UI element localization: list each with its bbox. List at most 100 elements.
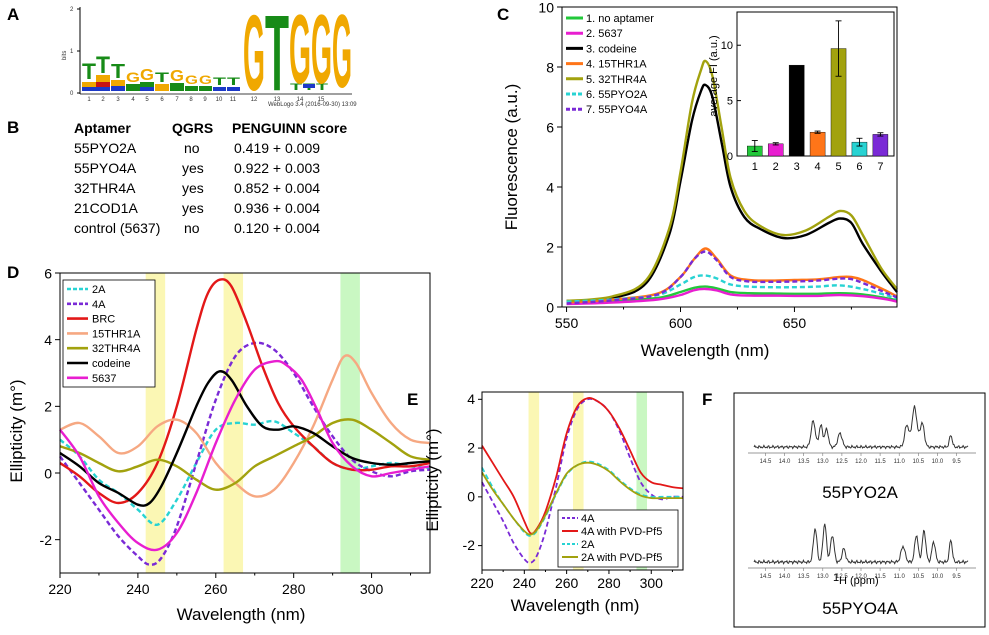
table-header-aptamer: Aptamer xyxy=(74,120,131,136)
table-cell-score: 0.922 + 0.003 xyxy=(234,160,320,176)
logo-letter-g-big: G xyxy=(311,0,332,104)
inset-y-tick-label: 0 xyxy=(727,151,733,163)
logo-position-number: 11 xyxy=(230,97,237,103)
legend-label-4a: 4A xyxy=(92,299,106,311)
logo-ylabel: bits xyxy=(62,51,68,60)
x-tick-label: 240 xyxy=(126,581,150,597)
table-header-qgrs: QGRS xyxy=(172,120,213,136)
nmr-trace xyxy=(753,523,969,565)
nmr-tick-label: 12.5 xyxy=(836,459,848,465)
cd-spectra-chart: 220 240 260 280 300 -2 0 2 4 6 Ellipticity (m°) W… xyxy=(7,265,431,624)
inset-x-tick-label: 7 xyxy=(877,161,883,173)
x-tick-label: 300 xyxy=(640,575,664,591)
logo-footer: WebLogo 3.4 (2016-09-30) 13:09 xyxy=(268,102,357,108)
logo-stack-t xyxy=(140,82,154,87)
inset-y-tick-label: 10 xyxy=(721,40,733,52)
table-cell-score: 0.852 + 0.004 xyxy=(234,180,320,196)
pvd-series-group xyxy=(481,397,684,564)
cd-axes: 220 240 260 280 300 -2 0 2 4 6 xyxy=(40,265,412,597)
nmr-tick-label: 14.0 xyxy=(779,459,791,465)
pvd-axes: 220 240 260 280 300 -2 0 2 4 xyxy=(463,391,673,591)
penguinn-table: Aptamer QGRS PENGUINN score 55PYO2A no 0… xyxy=(74,120,347,236)
x-tick-label: 220 xyxy=(48,581,72,597)
series-line-3-codeine xyxy=(566,83,898,303)
inset-ylabel: average FI (a.u.) xyxy=(708,35,720,116)
inset-x-tick-label: 2 xyxy=(773,161,779,173)
inset-bar-3 xyxy=(788,64,805,157)
fluorescence-plot-frame xyxy=(561,6,898,308)
x-tick-label: 280 xyxy=(597,575,621,591)
logo-letter-g-big: G xyxy=(243,0,265,113)
x-tick-label: 280 xyxy=(282,581,306,597)
highlight-band-yellow xyxy=(572,392,584,570)
table-cell-score: 0.419 + 0.009 xyxy=(234,140,320,156)
logo-stack-c xyxy=(213,87,226,91)
logo-position-number: 14 xyxy=(297,97,304,103)
logo-position-number: 15 xyxy=(318,97,325,103)
fluorescence-xlabel: Wavelength (nm) xyxy=(641,341,770,360)
y-tick-label: 0 xyxy=(44,465,52,481)
nmr-tick-label: 10.0 xyxy=(932,459,944,465)
nmr-tick-label: 11.0 xyxy=(894,574,906,580)
legend-label-2a: 2A xyxy=(92,284,106,296)
logo-position-number: 4 xyxy=(131,97,135,103)
nmr-frame xyxy=(733,392,986,628)
table-cell-score: 0.120 + 0.004 xyxy=(234,220,320,236)
y-tick-label: 10 xyxy=(538,0,554,15)
logo-letter-t: T xyxy=(290,82,303,92)
fluorescence-series-group xyxy=(566,59,898,306)
fluorescence-ylabel: Fluorescence (a.u.) xyxy=(502,84,521,230)
series-line-32thr4a xyxy=(59,418,431,491)
nmr-tick-label: 12.5 xyxy=(836,574,848,580)
nmr-spectrum-55pyo2a: 14.5 14.0 13.5 13.0 12.5 12.0 11.5 11.0 10.5 10.0… xyxy=(748,405,976,465)
logo-letter-g: G xyxy=(140,67,154,84)
series-line-1-no-aptamer xyxy=(566,285,898,305)
table-cell-score: 0.936 + 0.004 xyxy=(234,200,320,216)
inset-x-tick-label: 5 xyxy=(835,161,841,173)
logo-position-number: 10 xyxy=(216,97,223,103)
nmr-tick-label: 13.5 xyxy=(798,459,810,465)
nmr-tick-label: 9.5 xyxy=(952,459,961,465)
legend-label-2a: 2A xyxy=(581,539,595,551)
logo-position-number: 9 xyxy=(203,97,207,103)
y-tick-label: 4 xyxy=(467,391,475,407)
logo-stack-g xyxy=(111,80,125,86)
series-line-7-55pyo4a xyxy=(566,250,898,305)
table-cell-qgrs: yes xyxy=(182,160,204,176)
logo-ytick: 1 xyxy=(70,49,74,55)
y-tick-label: 2 xyxy=(44,399,52,415)
table-cell-qgrs: yes xyxy=(182,180,204,196)
highlight-band-green xyxy=(340,273,360,573)
nmr-tick-label: 9.5 xyxy=(952,574,961,580)
table-cell-qgrs: no xyxy=(184,220,200,236)
nmr-trace xyxy=(753,405,969,450)
y-tick-label: -2 xyxy=(463,537,476,553)
legend-label-2a-with-pvd-pf5: 2A with PVD-Pf5 xyxy=(581,552,662,564)
series-line-4a-with-pvd-pf5 xyxy=(481,397,684,535)
nmr-label-55pyo2a: 55PYO2A xyxy=(822,483,898,502)
inset-x-tick-label: 3 xyxy=(794,161,800,173)
logo-letter-t: T xyxy=(213,76,227,88)
logo-stack-c xyxy=(227,87,240,91)
legend-label-32thr4a: 32THR4A xyxy=(92,343,141,355)
x-tick-label: 300 xyxy=(360,581,384,597)
legend-label-brc: BRC xyxy=(92,314,115,326)
panel-label-e: E xyxy=(407,390,418,409)
logo-position-number: 3 xyxy=(116,97,120,103)
logo-stack-t xyxy=(170,83,184,91)
legend-label-7-55pyo4a: 7. 55PYO4A xyxy=(586,104,648,116)
y-tick-label: 6 xyxy=(44,265,52,281)
legend-label-15thr1a: 15THR1A xyxy=(92,328,141,340)
table-header-score: PENGUINN score xyxy=(232,120,347,136)
logo-position-number: 7 xyxy=(175,97,179,103)
logo-position-number: 12 xyxy=(251,97,258,103)
logo-position-number: 6 xyxy=(160,97,164,103)
table-cell-aptamer: 21COD1A xyxy=(74,200,138,216)
y-tick-label: -2 xyxy=(40,532,53,548)
legend-label-4-15thr1a: 4. 15THR1A xyxy=(586,59,647,71)
nmr-tick-label: 12.0 xyxy=(855,459,867,465)
legend-label-6-55pyo2a: 6. 55PYO2A xyxy=(586,89,648,101)
logo-letter-t: T xyxy=(227,76,241,88)
